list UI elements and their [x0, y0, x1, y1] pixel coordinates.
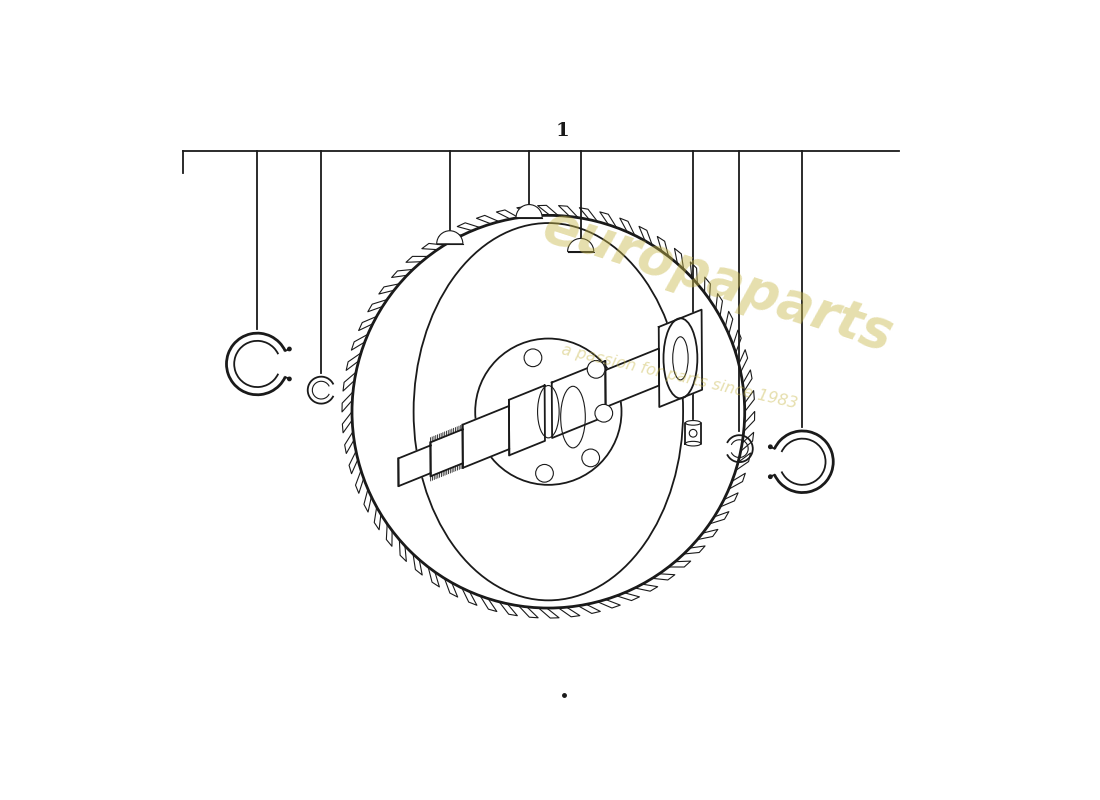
Ellipse shape — [663, 318, 697, 398]
Circle shape — [769, 475, 772, 478]
Polygon shape — [462, 406, 509, 468]
Polygon shape — [685, 423, 701, 444]
Circle shape — [288, 347, 292, 350]
Circle shape — [288, 378, 292, 381]
Polygon shape — [430, 430, 463, 476]
Circle shape — [595, 404, 613, 422]
Text: a passion for parts since 1983: a passion for parts since 1983 — [560, 342, 799, 411]
Text: 1: 1 — [556, 122, 569, 140]
Ellipse shape — [685, 442, 701, 446]
Circle shape — [769, 445, 772, 449]
Polygon shape — [398, 446, 430, 486]
Circle shape — [536, 465, 553, 482]
Circle shape — [587, 361, 605, 378]
Circle shape — [524, 349, 542, 366]
Polygon shape — [509, 386, 544, 455]
Ellipse shape — [414, 223, 683, 600]
Ellipse shape — [685, 421, 701, 425]
Wedge shape — [437, 230, 463, 244]
Wedge shape — [516, 205, 542, 218]
Polygon shape — [605, 349, 659, 407]
Text: europaparts: europaparts — [536, 200, 900, 362]
Wedge shape — [568, 238, 594, 251]
Polygon shape — [552, 361, 606, 438]
Polygon shape — [659, 310, 702, 407]
Circle shape — [582, 449, 600, 466]
